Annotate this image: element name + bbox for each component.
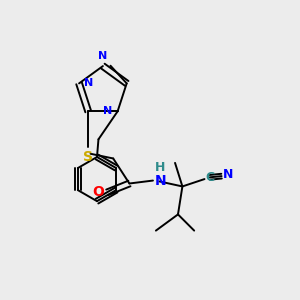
Text: N: N <box>84 78 94 88</box>
Text: S: S <box>83 150 93 164</box>
Text: C: C <box>206 171 215 184</box>
Text: O: O <box>92 185 104 199</box>
Text: N: N <box>155 174 166 188</box>
Text: N: N <box>103 106 112 116</box>
Text: N: N <box>98 51 107 61</box>
Text: N: N <box>223 169 233 182</box>
Text: H: H <box>155 161 166 174</box>
